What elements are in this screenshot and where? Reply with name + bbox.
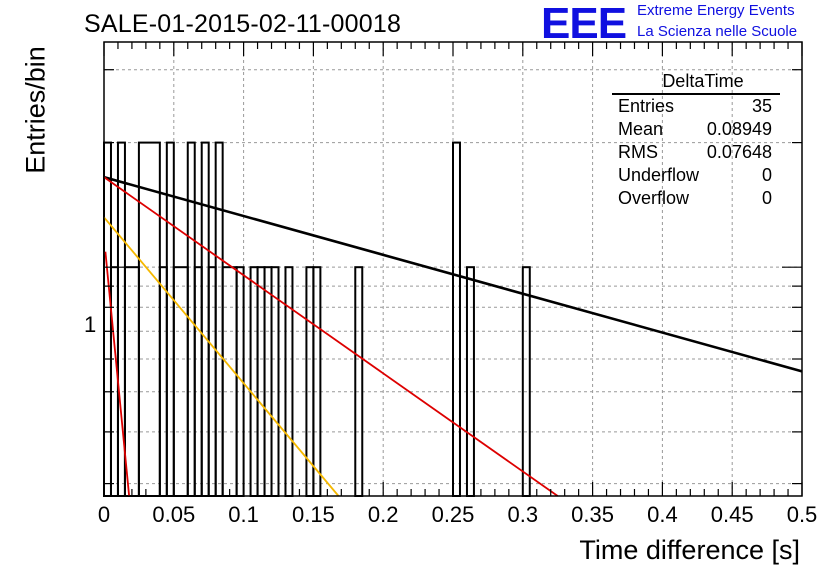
histogram-bar — [465, 266, 475, 498]
histogram-bar — [354, 266, 364, 498]
stats-label: Underflow — [618, 165, 700, 185]
histogram-bar — [158, 266, 168, 498]
stats-label: RMS — [618, 142, 658, 162]
histogram-bar — [452, 141, 461, 497]
stats-value: 0 — [761, 188, 772, 208]
histogram-bar — [270, 266, 280, 498]
x-tick-label: 0.25 — [431, 502, 475, 527]
fit-line — [104, 251, 131, 497]
stats-row: Overflow 0 — [612, 187, 780, 210]
x-tick-label: 0.05 — [152, 502, 196, 527]
histogram-bar — [284, 266, 294, 498]
histogram-bar — [312, 266, 322, 498]
histogram-bar — [123, 266, 140, 498]
x-axis-label: Time difference [s] — [579, 535, 800, 565]
stats-value: 0 — [761, 165, 772, 185]
histogram-bar — [207, 266, 217, 498]
stats-value: 35 — [751, 96, 772, 116]
histogram-bar — [200, 141, 210, 497]
stats-title: DeltaTime — [612, 70, 780, 95]
stats-row: Underflow 0 — [612, 164, 780, 187]
x-tick-label: 0.2 — [367, 502, 399, 527]
fit-line — [103, 176, 559, 497]
x-tick-label: 0.3 — [507, 502, 539, 527]
histogram-bar — [263, 266, 273, 498]
histogram-bar — [521, 266, 531, 498]
x-tick-label: 0.1 — [228, 502, 259, 527]
fit-line — [103, 175, 803, 373]
stats-row: Entries 35 — [612, 95, 780, 118]
eee-logo: EEE — [541, 0, 627, 48]
plot-frame — [103, 41, 803, 497]
plot-title: SALE-01-2015-02-11-00018 — [84, 10, 402, 38]
stats-label: Entries — [618, 96, 675, 116]
histogram-bar — [256, 266, 266, 498]
histogram-bar — [221, 266, 238, 498]
x-tick-label: 0.15 — [291, 502, 335, 527]
stats-value: 0.08949 — [706, 119, 772, 139]
logo-line-1: Extreme Energy Events — [637, 2, 795, 19]
stats-label: Mean — [618, 119, 664, 139]
histogram-bar — [109, 266, 119, 498]
histogram-bar — [249, 266, 259, 498]
fit-lines — [103, 175, 803, 497]
stats-row: Mean 0.08949 — [612, 118, 780, 141]
fit-line — [103, 216, 340, 497]
stats-box: DeltaTime Entries 35 Mean 0.08949 RMS 0.076… — [612, 70, 780, 210]
y-axis-label: Entries/bin — [20, 46, 51, 174]
histogram-bar — [103, 141, 112, 497]
stats-value: 0.07648 — [706, 142, 772, 162]
histogram-bar — [137, 141, 161, 497]
x-tick-label: 0.5 — [786, 502, 818, 527]
histogram-bar — [193, 266, 203, 498]
histogram-bar — [214, 141, 224, 497]
x-tick-label: 0.35 — [571, 502, 615, 527]
x-tick-label: 0 — [97, 502, 111, 527]
stats-label: Overflow — [618, 188, 690, 208]
logo-line-2: La Scienza nelle Scuole — [637, 23, 798, 40]
x-tick-label: 0.4 — [647, 502, 678, 527]
x-tick-label: 0.45 — [710, 502, 754, 527]
stats-row: RMS 0.07648 — [612, 141, 780, 164]
y-tick-label: 1 — [84, 312, 97, 337]
